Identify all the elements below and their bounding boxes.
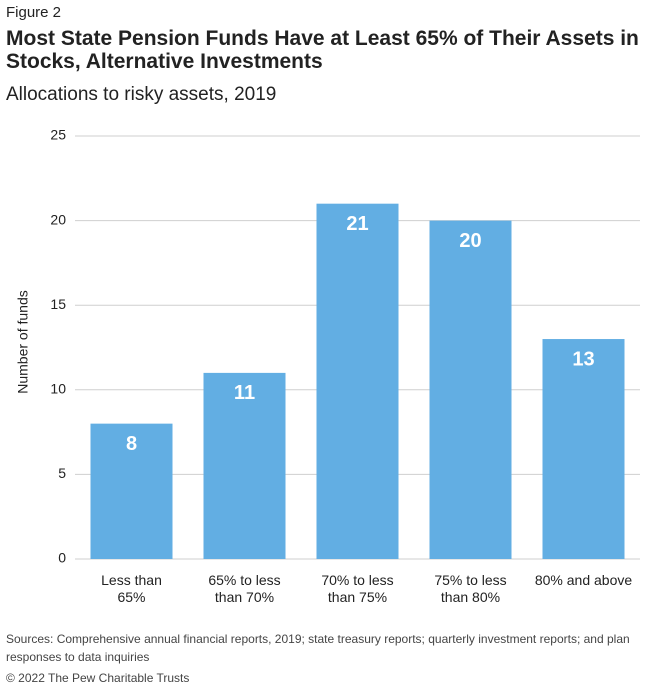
plot: Number of funds 0 5 10 15 20 25 8 11 21 20 13 [15, 127, 640, 566]
bar [429, 220, 512, 559]
chart-title: Most State Pension Funds Have at Least 6… [6, 27, 639, 73]
y-tick-label: 0 [58, 550, 66, 566]
bar [90, 423, 173, 559]
value-label: 13 [572, 348, 594, 370]
x-tick-label: 75% to less than 80% [434, 572, 507, 605]
x-tick-label: Less than 65% [101, 572, 162, 605]
x-tick-label: 70% to less than 75% [321, 572, 394, 605]
y-tick-label: 5 [58, 465, 66, 481]
bar [203, 372, 286, 559]
bar [316, 203, 399, 559]
y-tick-label: 10 [50, 381, 66, 397]
value-label: 8 [126, 433, 137, 455]
source-note: Sources: Comprehensive annual financial … [6, 632, 630, 664]
value-label: 11 [234, 382, 255, 404]
figure-label: Figure 2 [6, 4, 62, 21]
copyright: © 2022 The Pew Charitable Trusts [6, 671, 190, 685]
x-tick-label: 65% to less than 70% [208, 572, 281, 605]
y-tick-label: 25 [50, 127, 66, 143]
value-label: 20 [459, 230, 481, 252]
x-tick-label: 80% and above [534, 572, 633, 588]
y-tick-label: 15 [50, 296, 66, 312]
value-label: 21 [346, 213, 368, 235]
y-axis-title: Number of funds [15, 290, 31, 394]
chart-subtitle: Allocations to risky assets, 2019 [6, 84, 277, 105]
bar [542, 339, 625, 559]
y-tick-label: 20 [50, 211, 66, 227]
